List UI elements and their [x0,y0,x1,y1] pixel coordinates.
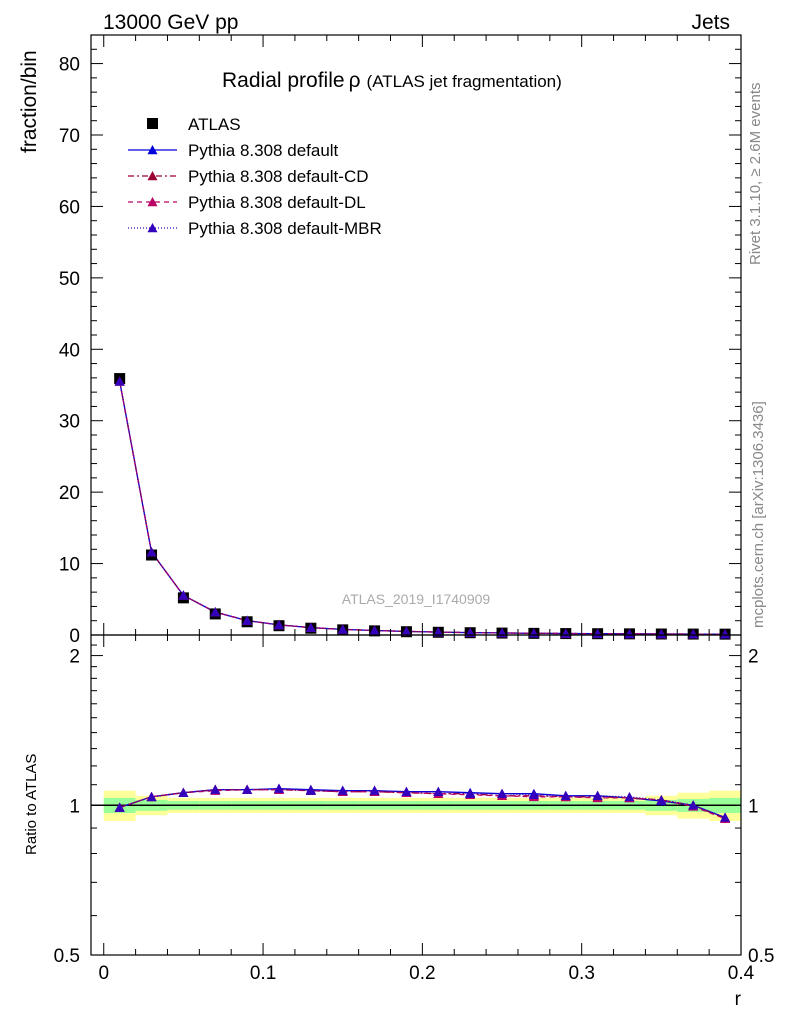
ratio-tick-label: 2 [69,647,80,668]
ratio-frame [90,634,742,956]
mcplots-ref: mcplots.cern.ch [arXiv:1306.3436] [750,401,767,628]
series-marker-3 [624,628,635,639]
series-marker-3 [210,607,221,617]
y-tick-label: 20 [59,483,80,504]
series-marker-3 [401,626,412,636]
y-tick-label: 50 [59,269,80,290]
y-tick-label: 40 [59,340,80,361]
chart-title-main: Radial profile [222,69,345,92]
ratio-tick-label: 0.5 [54,946,80,967]
y-tick-label: 60 [59,197,80,218]
legend-marker-3 [147,223,158,233]
series-marker-3 [146,547,157,557]
ratio-line-2 [119,789,726,820]
ratio-marker-3 [560,790,571,801]
ratio-tick-label: 1 [69,796,80,817]
ratio-marker-3 [242,784,253,794]
chart-title-symbol: ρ [349,69,361,92]
series-marker-3 [433,627,444,637]
ratio-marker-3 [273,783,284,793]
series-marker-3 [592,628,603,638]
ratio-marker-3 [656,794,667,805]
legend-marker-1 [147,171,158,181]
legend-marker-atlas [147,118,158,129]
header-left: 13000 GeV pp [103,11,238,34]
ratio-marker-3 [624,791,635,802]
x-tick-label: 0.2 [409,963,435,984]
axis-ticks: 0 0.1 0.2 0.3 0.4 0 10 20 30 40 50 60 70 80 0.5 0.5 1 1 2 2 [54,34,774,984]
series-marker-3 [720,629,731,639]
x-tick-label: 0.1 [250,963,276,984]
series-marker-3 [688,629,699,639]
series-marker-3 [178,590,189,600]
legend: ATLAS Pythia 8.308 default Pythia 8.308 de… [128,115,382,238]
ratio-marker-3 [369,785,380,795]
ratio-marker-3 [497,788,508,798]
ratio-marker-3 [528,789,539,800]
ratio-tick-label-right: 2 [748,647,759,668]
series-marker-3 [305,622,316,632]
ratio-marker-3 [592,790,603,801]
ratio-marker-3 [337,785,348,795]
x-axis-label: r [735,989,742,1010]
y-tick-label: 70 [59,126,80,147]
x-tick-label: 0 [98,963,109,984]
y-axis-label: fraction/bin [18,50,41,153]
y-tick-label: 80 [59,55,80,76]
series-marker-3 [273,619,284,630]
ratio-marker-3 [465,788,476,798]
rivet-version: Rivet 3.1.10, ≥ 2.6M events [747,83,764,266]
ratio-marker-3 [433,786,444,796]
series-marker-3 [369,625,380,635]
ratio-marker-3 [146,791,157,802]
ratio-marker-3 [688,800,699,810]
ratio-tick-label-right: 1 [748,796,759,817]
series-marker-3 [242,615,253,625]
series-marker-3 [114,376,125,386]
ratio-marker-3 [178,787,189,797]
chart-title-sub: (ATLAS jet fragmentation) [367,72,562,91]
ratio-series-group [114,783,731,823]
legend-marker-0 [147,145,158,155]
series-marker-3 [656,628,667,639]
legend-marker-2 [147,197,158,207]
y-tick-label: 30 [59,412,80,433]
legend-label-2: Pythia 8.308 default-DL [188,193,366,212]
analysis-watermark: ATLAS_2019_I1740909 [342,591,491,607]
ratio-y-axis-label: Ratio to ATLAS [23,754,40,855]
legend-label-1: Pythia 8.308 default-CD [188,167,369,186]
chart-title: Radial profile ρ (ATLAS jet fragmentation) [222,69,562,92]
header-right: Jets [691,11,730,34]
x-tick-label: 0.4 [728,963,755,984]
y-tick-label: 0 [69,626,80,647]
ratio-marker-3 [401,786,412,796]
ratio-marker-3 [305,785,316,795]
ratio-marker-3 [114,802,125,812]
series-marker-3 [337,624,348,634]
ratio-marker-3 [210,784,221,794]
legend-label-3: Pythia 8.308 default-MBR [188,219,382,238]
x-tick-label: 0.3 [568,963,594,984]
y-tick-label: 10 [59,555,80,576]
legend-label-atlas: ATLAS [188,115,241,134]
legend-label-0: Pythia 8.308 default [188,141,339,160]
ratio-marker-3 [720,812,731,822]
ratio-tick-label-right: 0.5 [748,946,774,967]
